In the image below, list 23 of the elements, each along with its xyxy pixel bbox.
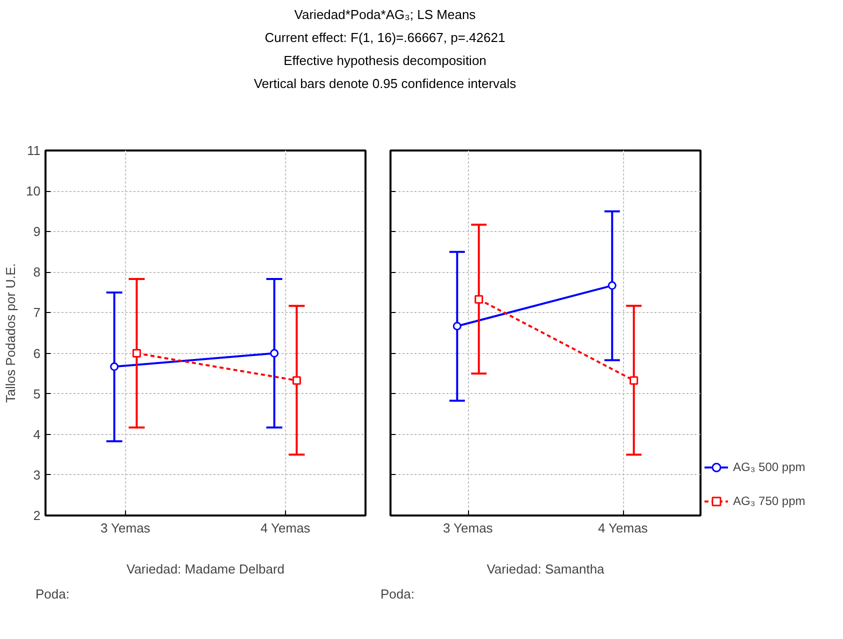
y-tick-label: 7 <box>33 305 41 320</box>
y-tick-label: 3 <box>33 467 41 482</box>
chart-subtitle: Current effect: F(1, 16)=.66667, p=.42621 Effective hypothesis decomposition Vertical bars denote 0.95 confidence intervals <box>252 30 518 91</box>
text: Poda: <box>380 586 414 602</box>
y-axis-title: Tallos Podados por U.E. <box>3 263 18 403</box>
y-tick-label: 9 <box>33 224 41 240</box>
chart-title: Variedad*Poda*AG₃; LS Means <box>293 7 477 22</box>
x-tick-label: 3 Yemas <box>100 520 151 536</box>
x-axis-title: Variedad: Madame Delbard <box>126 562 285 576</box>
x-tick-label: 4 Yemas <box>260 520 311 536</box>
y-tick-label: 11 <box>27 143 41 158</box>
x-tick-label: 3 Yemas <box>442 520 494 536</box>
text: Poda: <box>36 586 70 602</box>
legend-label: AG₃ 750 ppm <box>733 494 806 508</box>
legend-label: AG₃ 500 ppm <box>733 460 806 474</box>
y-tick-label: 5 <box>33 386 41 402</box>
x-axis-title: Variedad: Samantha <box>486 562 606 576</box>
y-tick-label: 6 <box>33 346 41 361</box>
x-tick-label: 4 Yemas <box>598 520 648 536</box>
y-tick-label: 4 <box>33 426 41 442</box>
y-tick-label: 10 <box>26 184 41 199</box>
y-tick-label: 8 <box>33 264 41 280</box>
y-tick-label: 2 <box>33 508 41 523</box>
